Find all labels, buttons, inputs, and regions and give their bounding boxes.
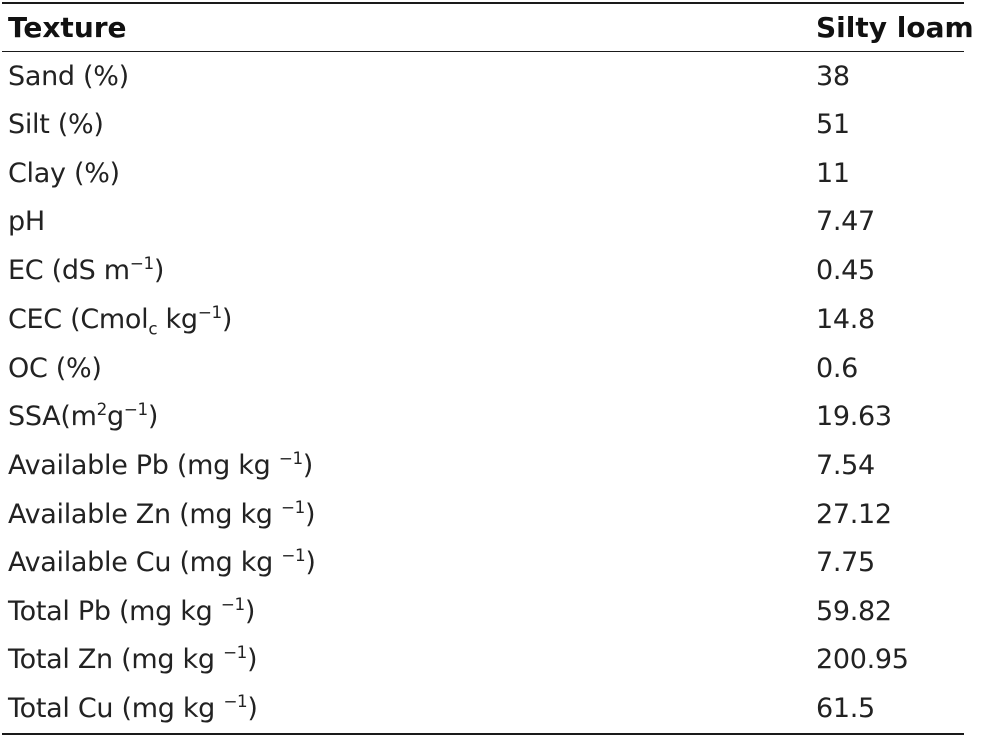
row-label-available-zn: Available Zn (mg kg −1) bbox=[8, 497, 316, 530]
table-row: Total Zn (mg kg −1) 200.95 bbox=[0, 636, 992, 684]
row-value-available-pb: 7.54 bbox=[816, 450, 875, 481]
table-row: OC (%) 0.6 bbox=[0, 345, 992, 393]
row-label-ph: pH bbox=[8, 206, 45, 237]
row-value-sand: 38 bbox=[816, 61, 850, 92]
row-label-clay: Clay (%) bbox=[8, 158, 120, 189]
row-value-ph: 7.47 bbox=[816, 206, 875, 237]
row-value-oc: 0.6 bbox=[816, 353, 859, 384]
table-row: Available Cu (mg kg −1) 7.75 bbox=[0, 539, 992, 587]
row-label-sand: Sand (%) bbox=[8, 61, 129, 92]
row-value-total-zn: 200.95 bbox=[816, 644, 909, 675]
row-value-available-cu: 7.75 bbox=[816, 547, 875, 578]
table-row: pH 7.47 bbox=[0, 198, 992, 246]
table-row: Total Cu (mg kg −1) 61.5 bbox=[0, 685, 992, 733]
row-value-ec: 0.45 bbox=[816, 255, 875, 286]
row-label-ec: EC (dS m−1) bbox=[8, 253, 165, 286]
table-row: Available Pb (mg kg −1) 7.54 bbox=[0, 442, 992, 490]
header-silty-loam: Silty loam bbox=[816, 11, 974, 44]
table-row: Available Zn (mg kg −1) 27.12 bbox=[0, 491, 992, 539]
table-header-row: Texture Silty loam bbox=[0, 4, 992, 52]
table-row: Total Pb (mg kg −1) 59.82 bbox=[0, 588, 992, 636]
table-bottom-rule bbox=[2, 733, 964, 735]
table-top-rule bbox=[2, 2, 964, 4]
row-value-total-pb: 59.82 bbox=[816, 596, 892, 627]
table-row: Clay (%) 11 bbox=[0, 150, 992, 198]
row-value-total-cu: 61.5 bbox=[816, 693, 875, 724]
row-label-cec: CEC (Cmolc kg−1) bbox=[8, 302, 233, 339]
row-value-clay: 11 bbox=[816, 158, 850, 189]
row-value-available-zn: 27.12 bbox=[816, 499, 892, 530]
row-label-total-pb: Total Pb (mg kg −1) bbox=[8, 594, 256, 627]
row-label-available-cu: Available Cu (mg kg −1) bbox=[8, 545, 316, 578]
table-row: CEC (Cmolc kg−1) 14.8 bbox=[0, 296, 992, 344]
header-texture: Texture bbox=[8, 11, 127, 44]
row-value-ssa: 19.63 bbox=[816, 401, 892, 432]
row-label-silt: Silt (%) bbox=[8, 109, 104, 140]
table-row: SSA(m2g−1) 19.63 bbox=[0, 393, 992, 441]
row-value-cec: 14.8 bbox=[816, 304, 875, 335]
table-header-rule bbox=[2, 51, 964, 52]
row-value-silt: 51 bbox=[816, 109, 850, 140]
row-label-total-cu: Total Cu (mg kg −1) bbox=[8, 691, 258, 724]
table-row: EC (dS m−1) 0.45 bbox=[0, 247, 992, 295]
row-label-oc: OC (%) bbox=[8, 353, 102, 384]
row-label-ssa: SSA(m2g−1) bbox=[8, 399, 159, 432]
table-row: Silt (%) 51 bbox=[0, 101, 992, 149]
row-label-total-zn: Total Zn (mg kg −1) bbox=[8, 642, 258, 675]
table-row: Sand (%) 38 bbox=[0, 53, 992, 101]
row-label-available-pb: Available Pb (mg kg −1) bbox=[8, 448, 314, 481]
